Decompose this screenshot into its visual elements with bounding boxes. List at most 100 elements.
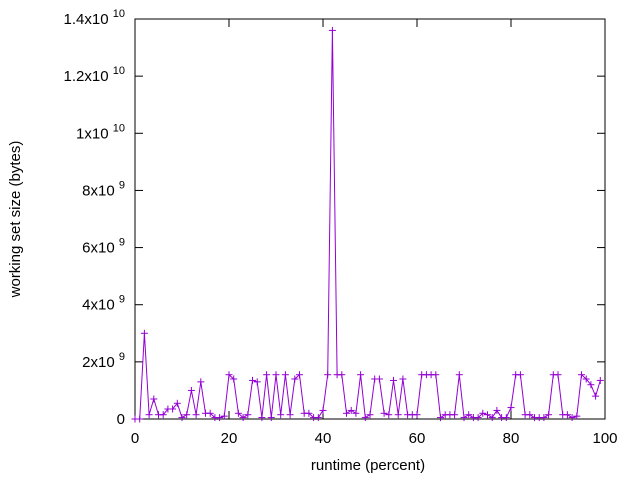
data-point-marker (234, 409, 242, 417)
y-tick-label: 1x10 10 (76, 122, 125, 142)
data-point-marker (455, 371, 463, 379)
data-point-marker (178, 414, 186, 422)
y-tick-exponent: 10 (113, 65, 125, 77)
data-point-marker (319, 406, 327, 414)
data-point-marker (587, 381, 595, 389)
y-tick-label: 0 (117, 411, 125, 428)
y-tick-label: 2x10 9 (82, 351, 125, 371)
y-tick-mantissa: 1.2x10 (64, 68, 109, 85)
data-point-marker (357, 371, 365, 379)
series-line (135, 30, 601, 420)
data-point-marker (484, 411, 491, 419)
data-point-marker (394, 411, 402, 419)
x-tick-label: 60 (409, 430, 426, 447)
data-point-marker (140, 329, 148, 337)
data-point-marker (239, 414, 247, 422)
data-point-marker (507, 404, 515, 412)
data-point-marker (150, 395, 158, 403)
data-point-marker (159, 411, 167, 419)
y-tick-exponent: 10 (113, 122, 125, 134)
data-point-marker (324, 371, 332, 379)
data-point-marker (230, 375, 238, 383)
x-axis-label: runtime (percent) (311, 457, 425, 474)
data-point-marker (192, 411, 200, 419)
data-point-marker (437, 414, 444, 422)
data-point-marker (216, 414, 224, 422)
y-tick-exponent: 9 (119, 237, 125, 249)
data-point-marker (225, 371, 233, 379)
data-point-marker (479, 409, 487, 417)
y-tick-mantissa: 6x10 (82, 240, 115, 257)
y-tick-mantissa: 2x10 (82, 354, 115, 371)
data-point-marker (187, 386, 195, 394)
x-tick-label: 20 (221, 430, 238, 447)
data-point-marker (516, 371, 524, 379)
data-point-marker (526, 411, 534, 419)
y-tick-label: 1.2x10 10 (64, 65, 125, 85)
y-tick-mantissa: 1.4x10 (64, 11, 109, 28)
data-point-marker (578, 371, 585, 379)
data-point-marker (390, 376, 397, 384)
y-tick-exponent: 9 (119, 179, 125, 191)
data-point-marker (465, 411, 473, 419)
data-point-marker (183, 411, 191, 419)
data-point-marker (253, 378, 261, 386)
y-tick-exponent: 9 (119, 351, 125, 363)
data-point-marker (296, 371, 303, 379)
data-point-marker (173, 399, 181, 407)
data-point-marker (197, 378, 205, 386)
data-point-marker (568, 414, 576, 422)
data-point-marker (502, 414, 510, 422)
y-axis-label: working set size (bytes) (7, 141, 24, 299)
y-tick-label: 8x10 9 (82, 179, 125, 199)
data-point-marker (145, 411, 153, 419)
data-point-marker (272, 371, 280, 379)
data-point-marker (263, 371, 271, 379)
data-point-marker (545, 411, 553, 419)
data-point-marker (136, 415, 144, 423)
data-point-marker (258, 414, 266, 422)
data-point-marker (206, 409, 214, 417)
y-tick-label: 4x10 9 (82, 294, 125, 314)
plot-frame (134, 18, 606, 420)
data-point-marker (399, 375, 407, 383)
x-tick-label: 0 (131, 430, 139, 447)
data-point-marker (291, 375, 299, 383)
data-point-marker (314, 414, 322, 422)
data-point-marker (347, 406, 355, 414)
data-point-marker (582, 375, 590, 383)
data-point-marker (169, 405, 177, 413)
data-point-marker (385, 411, 393, 419)
x-tick-label: 100 (592, 430, 617, 447)
data-point-marker (596, 376, 604, 384)
axis-ticks (134, 18, 606, 420)
x-tick-label: 40 (315, 430, 332, 447)
y-tick-mantissa: 4x10 (82, 297, 115, 314)
data-point-marker (267, 414, 275, 422)
data-point-marker (554, 371, 562, 379)
y-tick-exponent: 9 (119, 294, 125, 306)
data-point-marker (493, 406, 501, 414)
data-point-marker (488, 414, 496, 422)
data-point-marker (281, 371, 289, 379)
data-point-marker (451, 411, 459, 419)
data-point-marker (343, 409, 350, 417)
x-tick-label: 80 (503, 430, 520, 447)
data-point-marker (328, 26, 336, 34)
y-tick-mantissa: 0 (117, 411, 125, 428)
data-point-marker (592, 392, 600, 400)
data-point-marker (352, 409, 360, 417)
y-tick-exponent: 10 (113, 8, 125, 20)
series-markers (131, 26, 604, 423)
data-point-marker (474, 414, 482, 422)
data-point-marker (220, 412, 228, 420)
data-point-marker (460, 414, 468, 422)
y-tick-mantissa: 1x10 (76, 125, 109, 142)
data-point-marker (375, 375, 383, 383)
data-point-marker (432, 371, 440, 379)
data-point-marker (277, 411, 285, 419)
data-point-marker (338, 371, 346, 379)
y-tick-mantissa: 8x10 (82, 182, 115, 199)
